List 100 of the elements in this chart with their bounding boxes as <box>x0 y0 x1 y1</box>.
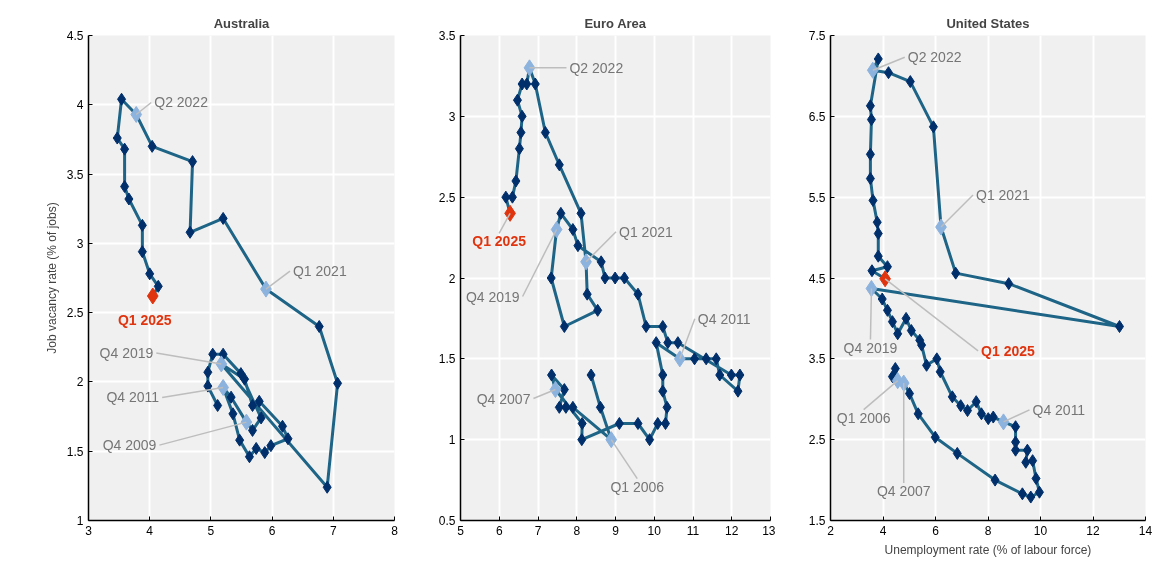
point <box>254 394 264 408</box>
y-tick-label: 3 <box>76 236 84 251</box>
point <box>947 390 957 404</box>
point <box>651 336 661 350</box>
annotation: Q4 2011 <box>697 310 751 327</box>
point <box>568 223 578 236</box>
point <box>235 433 245 447</box>
point <box>511 174 521 188</box>
point <box>1031 471 1041 485</box>
point <box>248 398 258 412</box>
x-tick-label: 6 <box>495 523 503 538</box>
point <box>873 227 883 241</box>
point <box>559 320 569 333</box>
point <box>322 480 332 494</box>
point <box>893 327 903 341</box>
point <box>865 280 878 298</box>
y-tick-label: 4 <box>76 98 84 113</box>
point <box>633 287 643 301</box>
point <box>573 239 583 253</box>
annotation: Q4 2011 <box>1032 401 1086 418</box>
point <box>516 126 526 139</box>
point <box>983 412 993 426</box>
point <box>203 365 213 379</box>
point <box>1026 490 1036 504</box>
x-tick-label: 8 <box>984 523 992 538</box>
point <box>673 350 686 368</box>
y-tick-label: 2.5 <box>808 433 826 448</box>
point <box>218 211 228 225</box>
point <box>865 147 875 161</box>
point <box>935 365 945 379</box>
point <box>153 279 163 293</box>
point <box>882 303 892 317</box>
annotation: Q4 2007 <box>876 483 931 500</box>
point <box>540 126 550 139</box>
annotation: Q4 2019 <box>465 288 520 305</box>
x-tick-label: 6 <box>932 523 940 538</box>
point <box>577 417 587 430</box>
annotation: Q2 2022 <box>154 94 209 111</box>
point <box>120 142 130 156</box>
y-tick-label: 7.5 <box>808 29 826 43</box>
point <box>866 113 876 127</box>
y-tick-label: 0.5 <box>438 514 456 528</box>
annotation: Q1 2025 <box>472 233 527 250</box>
point <box>256 411 266 425</box>
point <box>928 120 938 134</box>
annotation: Q1 2021 <box>619 223 673 240</box>
y-tick-label: 2 <box>448 271 456 286</box>
x-tick-label: 12 <box>1086 523 1100 538</box>
y-tick-label: 4.5 <box>66 29 84 43</box>
x-tick-label: 13 <box>762 523 776 538</box>
point <box>137 218 147 232</box>
x-tick-label: 8 <box>391 523 399 538</box>
point <box>145 267 155 281</box>
point <box>673 336 683 350</box>
point <box>549 381 562 399</box>
point <box>930 430 940 444</box>
point <box>733 384 743 398</box>
point <box>990 473 1000 487</box>
point <box>251 441 261 455</box>
x-tick-label: 7 <box>534 523 542 538</box>
point <box>240 372 250 386</box>
point <box>593 303 603 317</box>
annotation: Q1 2021 <box>976 187 1030 204</box>
point <box>701 352 711 366</box>
point <box>905 75 915 89</box>
point <box>715 368 725 382</box>
y-tick-label: 4.5 <box>808 271 826 286</box>
point <box>1022 443 1032 457</box>
point <box>112 131 122 145</box>
chart-title: Euro Area <box>584 15 647 31</box>
point <box>546 271 556 285</box>
point <box>226 390 236 404</box>
point <box>1021 455 1031 469</box>
x-tick-label: 8 <box>573 523 581 538</box>
point <box>595 400 605 414</box>
y-tick-label: 5.5 <box>808 190 826 205</box>
point <box>662 400 672 414</box>
x-tick-label: 14 <box>1138 523 1153 538</box>
point <box>215 355 228 373</box>
point <box>1034 485 1044 499</box>
point <box>561 400 571 414</box>
point <box>633 417 643 430</box>
point <box>568 400 578 414</box>
point <box>554 400 564 414</box>
x-tick-label: 5 <box>207 523 215 538</box>
y-tick-label: 1.5 <box>808 514 826 528</box>
point <box>645 433 655 447</box>
point <box>658 320 668 333</box>
point <box>963 404 973 418</box>
y-tick-label: 2 <box>76 375 84 390</box>
point <box>117 92 127 106</box>
point <box>956 399 966 413</box>
point <box>915 333 925 347</box>
point <box>641 320 651 333</box>
annotation: Q4 2011 <box>106 389 160 406</box>
point <box>517 77 527 91</box>
point <box>690 352 700 366</box>
y-tick-label: 2.5 <box>66 306 84 321</box>
point <box>550 221 563 238</box>
point <box>711 352 721 366</box>
